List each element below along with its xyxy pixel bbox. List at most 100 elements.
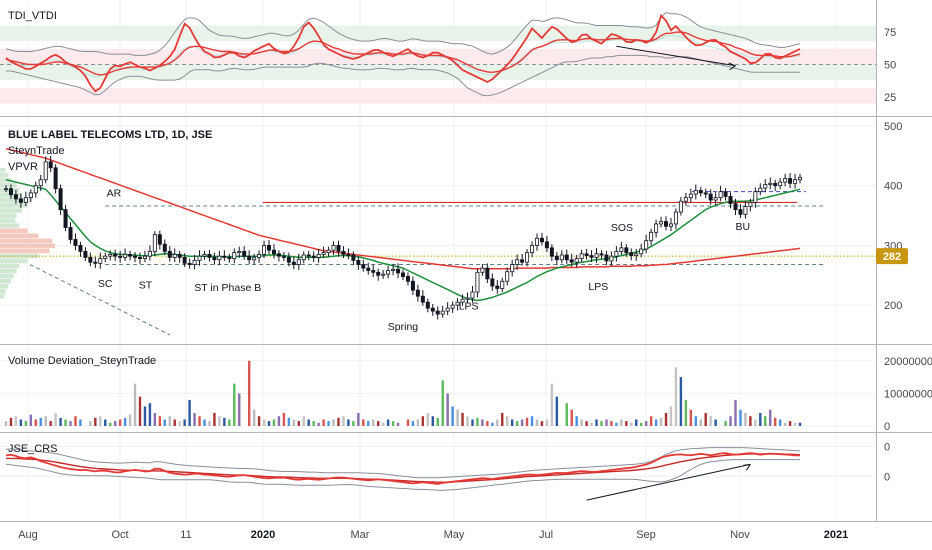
volume-bar[interactable] (218, 416, 221, 426)
volume-bar[interactable] (699, 419, 702, 426)
volume-bar[interactable] (163, 419, 166, 426)
volume-bar[interactable] (565, 403, 568, 426)
volume-bar[interactable] (386, 419, 390, 426)
candle-body[interactable] (604, 254, 609, 262)
candle-body[interactable] (539, 237, 544, 243)
volume-bar[interactable] (312, 421, 315, 426)
volume-bar[interactable] (342, 416, 345, 426)
volume-bar[interactable] (148, 403, 152, 426)
candle-body[interactable] (415, 289, 420, 297)
candle-body[interactable] (728, 196, 733, 205)
volume-bar[interactable] (600, 421, 603, 426)
candle-body[interactable] (202, 253, 207, 257)
volume-bar[interactable] (44, 416, 47, 426)
volume-bar[interactable] (173, 419, 176, 426)
candle-body[interactable] (38, 179, 43, 187)
candle-body[interactable] (718, 191, 723, 199)
volume-bar[interactable] (689, 409, 693, 426)
price-ma-fast[interactable] (5, 178, 801, 302)
candle-body[interactable] (381, 273, 386, 276)
volume-bar[interactable] (486, 421, 489, 426)
candle-body[interactable] (733, 203, 738, 210)
volume-bar[interactable] (744, 412, 747, 426)
candle-body[interactable] (172, 253, 177, 258)
candle-body[interactable] (445, 307, 450, 312)
volume-bar[interactable] (615, 422, 618, 426)
volume-bar[interactable] (372, 419, 375, 426)
volume-bar[interactable] (476, 417, 479, 426)
candle-body[interactable] (157, 234, 162, 245)
volume-bar[interactable] (451, 406, 454, 426)
candle-body[interactable] (768, 182, 773, 185)
candle-body[interactable] (773, 182, 778, 187)
candle-body[interactable] (579, 253, 584, 259)
volume-bar[interactable] (347, 419, 350, 426)
candle-body[interactable] (147, 251, 152, 257)
candle-body[interactable] (43, 161, 48, 181)
volume-bar[interactable] (471, 419, 474, 426)
candle-body[interactable] (624, 247, 629, 253)
candle-body[interactable] (267, 245, 272, 251)
candle-body[interactable] (187, 262, 192, 265)
candle-body[interactable] (470, 291, 475, 299)
volume-bar[interactable] (783, 422, 787, 426)
candle-body[interactable] (574, 258, 579, 263)
candle-body[interactable] (420, 295, 425, 303)
volume-bar[interactable] (684, 399, 688, 426)
candle-body[interactable] (48, 161, 53, 169)
candle-body[interactable] (465, 297, 470, 300)
volume-bar[interactable] (327, 421, 330, 426)
candle-body[interactable] (753, 191, 758, 203)
candle-body[interactable] (594, 253, 599, 258)
volume-bar[interactable] (143, 406, 147, 426)
candle-body[interactable] (703, 192, 708, 195)
candle-body[interactable] (391, 268, 396, 271)
volume-bar[interactable] (674, 367, 678, 426)
volume-bar[interactable] (506, 416, 509, 426)
volume-bar[interactable] (89, 421, 92, 426)
volume-bar[interactable] (416, 419, 420, 426)
volume-bar[interactable] (669, 406, 673, 426)
candle-body[interactable] (798, 176, 803, 181)
candle-body[interactable] (783, 178, 788, 183)
volume-bar[interactable] (759, 412, 762, 426)
candle-body[interactable] (73, 239, 78, 246)
volume-bar[interactable] (555, 396, 559, 426)
candle-body[interactable] (152, 234, 157, 252)
candle-body[interactable] (33, 185, 38, 194)
volume-bar[interactable] (252, 409, 256, 426)
volume-bar[interactable] (649, 416, 653, 426)
volume-bar[interactable] (406, 419, 410, 426)
candle-body[interactable] (331, 245, 336, 251)
candle-body[interactable] (440, 310, 445, 315)
candle-body[interactable] (162, 243, 167, 252)
candle-body[interactable] (346, 253, 351, 256)
volume-bar[interactable] (183, 419, 186, 426)
volume-bar[interactable] (54, 412, 57, 426)
candle-body[interactable] (515, 259, 520, 265)
volume-bar[interactable] (367, 421, 370, 426)
volume-bar[interactable] (39, 417, 42, 426)
volume-bar[interactable] (64, 419, 67, 426)
candle-body[interactable] (227, 256, 232, 259)
volume-bar[interactable] (302, 416, 305, 426)
volume-bar[interactable] (644, 421, 648, 426)
volume-bar[interactable] (262, 419, 266, 426)
volume-bar[interactable] (605, 419, 608, 426)
volume-bar[interactable] (317, 422, 320, 426)
candle-body[interactable] (634, 253, 639, 256)
volume-bar[interactable] (228, 419, 231, 426)
candle-body[interactable] (455, 301, 460, 306)
candle-body[interactable] (167, 251, 172, 258)
candle-body[interactable] (460, 298, 465, 303)
candle-body[interactable] (589, 255, 594, 258)
candle-body[interactable] (361, 264, 366, 269)
candle-body[interactable] (485, 267, 490, 280)
candle-body[interactable] (257, 253, 262, 258)
candle-body[interactable] (405, 276, 410, 282)
volume-bar[interactable] (267, 421, 271, 426)
candle-body[interactable] (554, 255, 559, 261)
candle-body[interactable] (584, 253, 589, 256)
volume-bar[interactable] (29, 414, 33, 426)
candle-body[interactable] (8, 188, 13, 196)
